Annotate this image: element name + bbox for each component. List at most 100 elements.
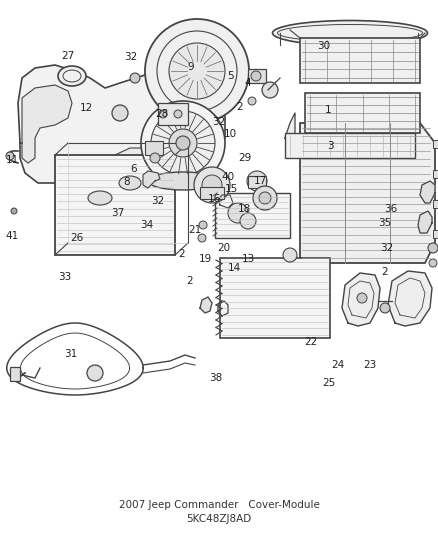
Text: 34: 34 [140,220,153,230]
Circle shape [150,153,160,163]
Text: 20: 20 [218,243,231,253]
Circle shape [87,365,103,381]
Ellipse shape [88,191,112,205]
Text: 31: 31 [64,350,78,359]
Text: 8: 8 [124,177,131,187]
Text: 2: 2 [237,102,244,111]
Circle shape [262,82,278,98]
Circle shape [112,105,128,121]
Bar [433,140,438,148]
Ellipse shape [272,20,427,45]
Bar [433,200,438,208]
Polygon shape [100,148,178,198]
Text: 15: 15 [225,184,238,194]
Bar [433,170,438,178]
Text: 35: 35 [378,218,391,228]
Text: 2: 2 [178,249,185,259]
Text: 18: 18 [238,205,251,214]
Text: 16: 16 [208,194,221,204]
Bar [200,187,224,199]
Text: 5: 5 [227,71,234,81]
Text: 13: 13 [242,254,255,263]
Circle shape [253,186,277,210]
Polygon shape [143,171,160,188]
Bar [55,155,175,255]
Polygon shape [418,211,432,233]
Circle shape [283,248,297,262]
Circle shape [259,192,271,204]
Text: 28: 28 [155,109,169,118]
Text: 5KC48ZJ8AD: 5KC48ZJ8AD [187,514,251,524]
Bar [10,367,20,381]
Polygon shape [285,113,295,151]
Text: 11: 11 [6,155,19,165]
Text: 26: 26 [70,233,83,243]
Text: 41: 41 [6,231,19,240]
Circle shape [130,73,140,83]
Circle shape [357,293,367,303]
Circle shape [380,303,390,313]
Text: 32: 32 [380,243,393,253]
Polygon shape [218,195,233,208]
Polygon shape [420,181,435,203]
Bar [285,133,415,158]
Text: 1: 1 [325,106,332,115]
Text: 19: 19 [198,254,212,263]
Text: 32: 32 [124,52,137,62]
Circle shape [169,129,197,157]
Text: 10: 10 [224,130,237,139]
Circle shape [429,259,437,267]
Circle shape [169,43,225,99]
Text: 2007 Jeep Commander   Cover-Module: 2007 Jeep Commander Cover-Module [119,500,319,510]
Polygon shape [18,65,225,195]
Bar [300,38,420,83]
Text: 33: 33 [58,272,71,282]
Text: 27: 27 [61,51,74,61]
Text: 9: 9 [187,62,194,71]
Text: 32: 32 [212,117,226,126]
Circle shape [428,243,438,253]
Circle shape [198,234,206,242]
Bar [305,93,420,133]
Circle shape [159,110,167,118]
Text: 32: 32 [151,197,164,206]
Bar [158,103,188,125]
Ellipse shape [119,176,141,190]
Ellipse shape [58,66,86,86]
Bar [248,69,266,83]
Text: 2: 2 [381,267,388,277]
Circle shape [6,152,14,160]
Circle shape [202,175,222,195]
Circle shape [176,136,190,150]
Text: 22: 22 [304,337,318,347]
Bar [248,176,266,188]
Circle shape [11,208,17,214]
Text: 2: 2 [186,277,193,286]
Circle shape [240,213,256,229]
Polygon shape [388,271,432,326]
Polygon shape [300,123,435,263]
Circle shape [228,203,248,223]
Bar [433,230,438,238]
Polygon shape [218,301,228,316]
Text: 23: 23 [364,360,377,370]
Text: 3: 3 [327,141,334,150]
Text: 36: 36 [384,205,397,214]
Text: 29: 29 [238,154,251,163]
Text: 30: 30 [318,42,331,51]
Circle shape [141,101,225,185]
Circle shape [145,19,249,123]
Text: 37: 37 [111,208,124,218]
Polygon shape [197,111,218,128]
Text: 4: 4 [244,78,251,87]
Polygon shape [342,273,380,326]
Circle shape [199,221,207,229]
Circle shape [194,167,230,203]
Text: 14: 14 [228,263,241,273]
Text: 24: 24 [332,360,345,370]
Bar [215,193,290,238]
Text: 17: 17 [254,176,267,186]
Text: 6: 6 [130,164,137,174]
Polygon shape [22,85,72,163]
Bar [145,141,163,155]
